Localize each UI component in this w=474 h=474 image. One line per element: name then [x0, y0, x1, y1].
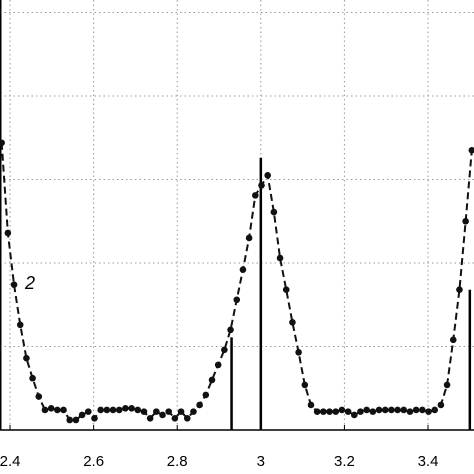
x-tick-label: 3.4	[418, 453, 439, 470]
data-point	[245, 234, 253, 242]
data-point	[16, 321, 24, 329]
data-point	[307, 401, 315, 409]
data-point	[369, 408, 377, 415]
data-point	[350, 411, 358, 419]
data-point	[252, 192, 259, 199]
data-point	[196, 401, 203, 409]
data-point	[344, 408, 352, 415]
data-point	[171, 415, 179, 422]
data-point	[140, 408, 148, 415]
data-point	[326, 408, 333, 415]
data-point	[406, 408, 414, 415]
data-point	[301, 381, 309, 389]
data-point	[0, 139, 5, 147]
data-point	[320, 408, 327, 415]
data-point	[412, 406, 420, 414]
data-point	[338, 406, 346, 414]
x-tick-label: 2.4	[0, 453, 20, 470]
data-point	[60, 406, 67, 414]
data-point	[388, 406, 395, 414]
data-point	[295, 349, 302, 356]
data-point	[375, 406, 383, 414]
annotation: 2	[24, 273, 35, 293]
data-point	[23, 354, 30, 362]
x-tick-label: 2.6	[83, 453, 104, 470]
data-point	[78, 411, 86, 419]
data-point	[153, 408, 160, 415]
data-point	[400, 406, 408, 414]
data-point	[363, 406, 370, 414]
data-point	[115, 406, 123, 414]
data-point	[47, 404, 55, 412]
data-point	[10, 281, 18, 289]
data-point	[214, 361, 222, 369]
data-line	[0, 142, 473, 421]
data-point	[425, 408, 432, 415]
data-point	[103, 406, 111, 414]
data-point	[289, 318, 296, 326]
x-tick-label: 2.8	[167, 453, 188, 470]
data-point	[357, 408, 364, 415]
data-point	[282, 286, 290, 294]
data-point	[109, 406, 117, 414]
data-point	[66, 416, 74, 424]
data-point	[202, 391, 210, 399]
data-point	[233, 296, 241, 304]
data-point	[4, 229, 12, 237]
data-point	[431, 406, 439, 414]
data-point	[227, 326, 234, 334]
data-point	[128, 404, 135, 412]
data-point	[381, 406, 389, 414]
data-point	[264, 172, 271, 179]
data-point	[419, 406, 426, 414]
data-point	[276, 254, 284, 262]
data-point	[165, 408, 173, 415]
data-point	[91, 415, 98, 422]
data-point	[183, 415, 191, 422]
data-point	[462, 217, 469, 225]
data-point	[122, 404, 129, 412]
data-point	[97, 406, 104, 414]
data-point	[208, 376, 216, 384]
x-tick-label: 3.2	[334, 453, 355, 470]
data-point	[190, 408, 197, 415]
data-point	[437, 401, 445, 409]
data-point	[443, 381, 451, 389]
x-tick-label: 3	[257, 453, 265, 470]
data-point	[146, 415, 154, 422]
data-point	[29, 374, 36, 382]
data-point	[468, 146, 474, 154]
data-point	[449, 336, 457, 344]
data-point	[41, 406, 49, 414]
data-point	[456, 286, 463, 294]
data-point	[134, 406, 142, 414]
data-point	[332, 408, 340, 415]
data-point	[221, 346, 228, 354]
data-point	[177, 408, 185, 415]
data-point	[270, 208, 278, 216]
data-point	[35, 393, 43, 400]
data-point	[313, 408, 321, 415]
data-point	[72, 416, 80, 424]
data-point	[258, 182, 265, 189]
data-point	[394, 406, 401, 414]
data-point	[54, 406, 61, 414]
data-point	[84, 408, 92, 415]
data-point	[159, 411, 166, 419]
data-point	[239, 266, 247, 273]
